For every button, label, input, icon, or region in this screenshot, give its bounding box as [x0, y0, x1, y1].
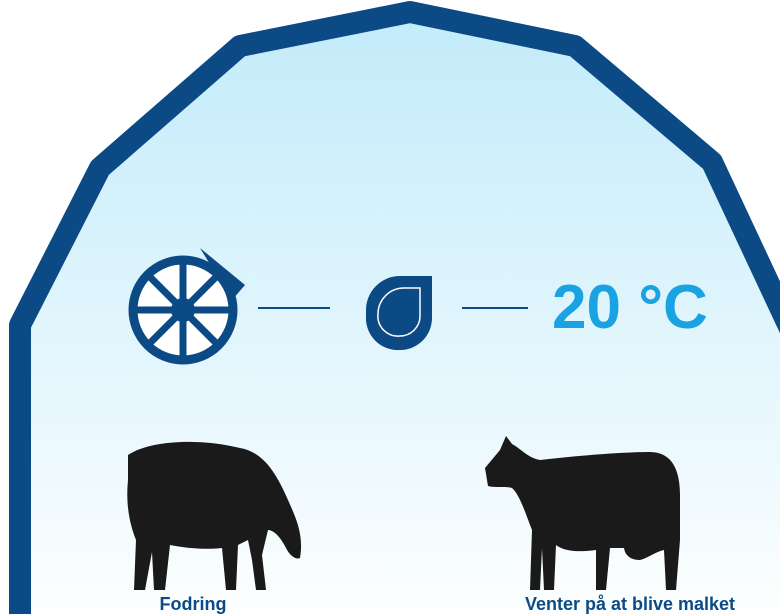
milk-drop-icon — [366, 276, 432, 350]
barn-screen: 20 °C Fodring Venter på at blive malket — [0, 0, 780, 614]
temperature: 20 °C — [552, 273, 708, 342]
cow-label: Fodring — [160, 594, 227, 614]
cow-label: Venter på at blive malket — [525, 594, 735, 614]
